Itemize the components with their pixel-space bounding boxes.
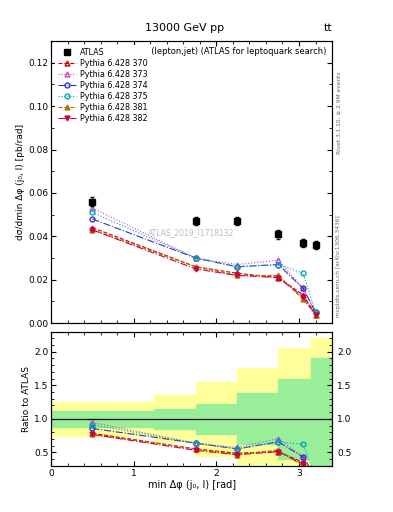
Pythia 6.428 382: [193, 266, 198, 272]
Pythia 6.428 382: [301, 294, 305, 300]
Pythia 6.428 382: [276, 274, 281, 281]
Pythia 6.428 370: [90, 225, 95, 231]
Line: Pythia 6.428 381: Pythia 6.428 381: [90, 227, 318, 317]
Pythia 6.428 370: [235, 270, 239, 276]
Legend: ATLAS, Pythia 6.428 370, Pythia 6.428 373, Pythia 6.428 374, Pythia 6.428 375, P: ATLAS, Pythia 6.428 370, Pythia 6.428 37…: [55, 45, 151, 126]
Pythia 6.428 375: [193, 255, 198, 261]
Pythia 6.428 375: [90, 209, 95, 216]
Text: Δφ(lepton,jet) (ATLAS for leptoquark search): Δφ(lepton,jet) (ATLAS for leptoquark sea…: [140, 47, 327, 56]
Pythia 6.428 373: [235, 262, 239, 268]
Pythia 6.428 370: [193, 264, 198, 270]
Pythia 6.428 381: [235, 272, 239, 279]
Pythia 6.428 370: [276, 274, 281, 281]
Pythia 6.428 374: [235, 264, 239, 270]
Pythia 6.428 374: [313, 309, 318, 315]
Pythia 6.428 370: [313, 311, 318, 317]
Pythia 6.428 373: [90, 205, 95, 211]
Line: Pythia 6.428 373: Pythia 6.428 373: [90, 206, 318, 315]
Pythia 6.428 381: [301, 296, 305, 303]
Line: Pythia 6.428 382: Pythia 6.428 382: [90, 227, 318, 317]
Line: Pythia 6.428 374: Pythia 6.428 374: [90, 217, 318, 315]
Pythia 6.428 382: [90, 227, 95, 233]
Pythia 6.428 375: [313, 309, 318, 315]
Y-axis label: Ratio to ATLAS: Ratio to ATLAS: [22, 366, 31, 432]
Pythia 6.428 374: [301, 285, 305, 291]
Pythia 6.428 382: [235, 272, 239, 279]
Pythia 6.428 374: [90, 216, 95, 222]
X-axis label: min Δφ (j₀, l) [rad]: min Δφ (j₀, l) [rad]: [147, 480, 236, 490]
Pythia 6.428 375: [301, 270, 305, 276]
Pythia 6.428 382: [313, 311, 318, 317]
Y-axis label: dσ/dmin Δφ (j₀, l) [pb/rad]: dσ/dmin Δφ (j₀, l) [pb/rad]: [17, 124, 26, 240]
Pythia 6.428 373: [193, 255, 198, 261]
Pythia 6.428 375: [276, 262, 281, 268]
Pythia 6.428 374: [276, 262, 281, 268]
Pythia 6.428 375: [235, 264, 239, 270]
Pythia 6.428 370: [301, 292, 305, 298]
Text: Rivet 3.1.10, ≥ 2.9M events: Rivet 3.1.10, ≥ 2.9M events: [336, 71, 342, 154]
Pythia 6.428 374: [193, 255, 198, 261]
Pythia 6.428 373: [313, 309, 318, 315]
Text: mcplots.cern.ch [arXiv:1306.3436]: mcplots.cern.ch [arXiv:1306.3436]: [336, 216, 342, 317]
Pythia 6.428 381: [313, 311, 318, 317]
Pythia 6.428 373: [276, 257, 281, 263]
Text: tt: tt: [323, 23, 332, 33]
Pythia 6.428 373: [301, 285, 305, 291]
Text: ATLAS_2019_I1718132: ATLAS_2019_I1718132: [149, 228, 235, 238]
Pythia 6.428 381: [193, 264, 198, 270]
Line: Pythia 6.428 370: Pythia 6.428 370: [90, 225, 318, 317]
Line: Pythia 6.428 375: Pythia 6.428 375: [90, 210, 318, 315]
Pythia 6.428 381: [90, 227, 95, 233]
Pythia 6.428 381: [276, 272, 281, 279]
Text: 13000 GeV pp: 13000 GeV pp: [145, 23, 224, 33]
